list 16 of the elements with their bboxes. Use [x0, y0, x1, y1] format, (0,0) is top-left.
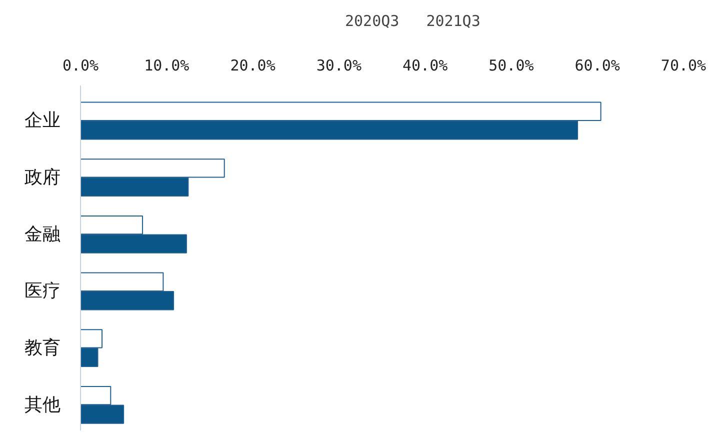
y-tick-label: 企业: [24, 110, 60, 132]
y-tick-label: 政府: [24, 167, 60, 188]
text: 2020Q3: [345, 12, 400, 30]
x-tick-label: 30.0%: [316, 56, 362, 74]
x-tick-label: 50.0%: [488, 56, 534, 74]
x-tick-label: 40.0%: [402, 56, 448, 74]
y-tick-label: 其他: [24, 394, 60, 416]
text: 2021Q3: [426, 12, 480, 30]
x-tick-label: 70.0%: [660, 56, 706, 74]
y-tick-label: 医疗: [24, 280, 60, 302]
y-tick-label: 教育: [24, 338, 60, 359]
x-tick-label: 10.0%: [144, 56, 190, 74]
x-tick-label: 0.0%: [62, 56, 99, 74]
x-tick-label: 20.0%: [230, 56, 276, 74]
y-tick-label: 金融: [24, 224, 60, 245]
x-tick-label: 60.0%: [574, 56, 620, 74]
